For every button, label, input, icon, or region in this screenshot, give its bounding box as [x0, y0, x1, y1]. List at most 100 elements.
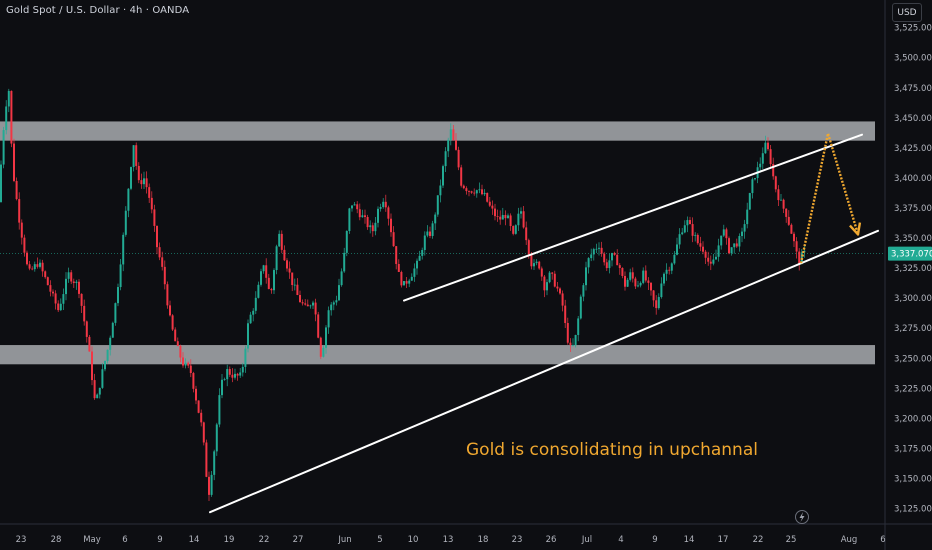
annotation-text: Gold is consolidating in upchannal: [466, 440, 758, 460]
candle-body: [236, 373, 239, 376]
candle-body: [761, 153, 764, 164]
candle-body: [283, 249, 286, 261]
candle-body: [171, 315, 174, 330]
candle-body: [618, 265, 621, 268]
candle-body: [689, 220, 691, 225]
candle-body: [257, 284, 260, 298]
candle-body: [777, 189, 780, 201]
candle-body: [169, 305, 171, 316]
candle-body: [525, 227, 528, 241]
candle-body: [798, 251, 801, 265]
candle-body: [195, 388, 197, 401]
candle-body: [686, 220, 689, 226]
candle-body: [665, 269, 668, 274]
candle-body: [23, 237, 26, 253]
candle-body: [501, 214, 504, 220]
x-tick-label: 6: [880, 535, 885, 545]
candle-body: [306, 304, 309, 307]
candle-body: [322, 347, 325, 357]
candle-body: [795, 241, 798, 252]
candle-body: [585, 267, 587, 286]
candle-body: [114, 303, 117, 323]
candle-body: [486, 192, 489, 202]
candle-body: [270, 288, 273, 291]
candle-body: [418, 255, 421, 261]
candle-body: [499, 216, 502, 220]
x-tick-label: Aug: [841, 535, 858, 545]
y-tick-label: 3,275.000: [894, 324, 932, 334]
candle-body: [28, 264, 31, 269]
candle-body: [600, 247, 603, 254]
x-tick-label: 4: [618, 535, 623, 545]
x-tick-label: 19: [224, 535, 235, 545]
candle-body: [143, 178, 145, 185]
channel-lower-line: [209, 229, 879, 514]
candle-body: [780, 199, 782, 201]
candle-body: [122, 234, 125, 265]
candle-body: [577, 318, 580, 335]
candle-body: [475, 190, 478, 194]
candle-body: [787, 216, 790, 225]
candle-body: [535, 261, 538, 264]
candle-body: [629, 272, 632, 280]
x-tick-label: May: [83, 535, 101, 545]
candle-body: [434, 214, 437, 224]
candle-body: [156, 225, 158, 248]
x-tick-label: Jun: [337, 535, 351, 545]
candle-body: [210, 474, 213, 495]
candle-body: [20, 222, 23, 238]
candle-body: [192, 373, 195, 389]
currency-button[interactable]: USD: [892, 3, 922, 22]
candle-body: [533, 263, 535, 267]
candle-body: [265, 265, 268, 278]
candle-body: [197, 400, 200, 413]
candle-body: [31, 268, 34, 270]
candle-body: [579, 296, 582, 319]
candle-body: [377, 208, 379, 223]
candle-body: [351, 205, 353, 209]
candle-body: [408, 280, 411, 284]
candle-body: [704, 251, 707, 258]
x-tick-label: 27: [293, 535, 304, 545]
y-tick-label: 3,300.000: [894, 294, 932, 304]
candle-body: [241, 366, 244, 373]
lightning-icon[interactable]: [795, 510, 809, 524]
candle-body: [5, 106, 8, 131]
candle-body: [39, 262, 41, 267]
candle-body: [444, 151, 447, 167]
x-tick-label: 6: [122, 535, 127, 545]
candle-body: [582, 285, 585, 297]
candle-body: [647, 280, 650, 283]
candle-body: [182, 357, 184, 366]
candle-body: [504, 214, 507, 219]
candle-body: [728, 238, 730, 254]
candle-body: [161, 257, 164, 267]
candle-body: [44, 271, 47, 278]
candle-body: [421, 249, 424, 256]
candle-body: [509, 215, 512, 227]
candle-body: [96, 394, 99, 399]
candle-body: [564, 305, 567, 324]
candle-body: [426, 231, 429, 236]
x-tick-label: 26: [546, 535, 557, 545]
candle-body: [312, 302, 314, 306]
candle-body: [423, 235, 426, 250]
candle-body: [397, 263, 400, 272]
candle-body: [309, 305, 312, 307]
candle-body: [218, 395, 221, 425]
candle-body: [657, 297, 660, 309]
zone-rect-support: [0, 345, 875, 365]
candle-body: [364, 215, 366, 218]
candle-body: [613, 252, 616, 255]
candle-body: [93, 380, 96, 399]
candle-body: [78, 281, 80, 294]
candle-body: [496, 216, 499, 217]
candle-body: [483, 192, 486, 195]
candle-body: [772, 164, 775, 177]
candle-body: [348, 208, 351, 231]
candle-body: [754, 178, 756, 180]
candle-body: [384, 201, 387, 208]
candle-body: [332, 302, 335, 305]
x-tick-label: 28: [51, 535, 62, 545]
